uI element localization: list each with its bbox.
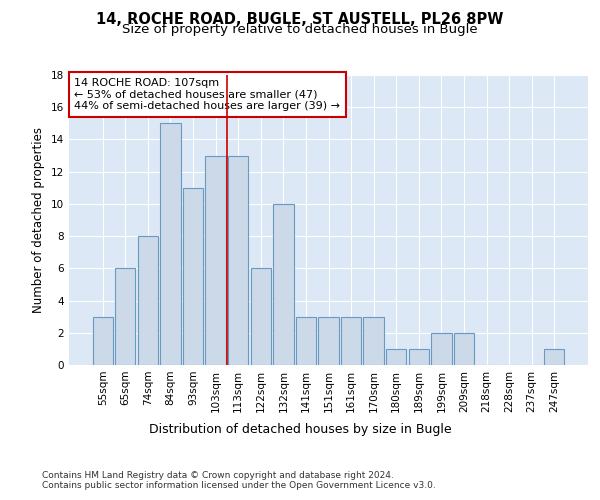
- Bar: [364, 316, 384, 365]
- Y-axis label: Number of detached properties: Number of detached properties: [32, 127, 46, 313]
- Bar: [183, 188, 203, 365]
- Bar: [251, 268, 271, 365]
- Bar: [409, 349, 429, 365]
- Bar: [228, 156, 248, 365]
- Bar: [160, 124, 181, 365]
- Bar: [273, 204, 293, 365]
- Bar: [454, 333, 474, 365]
- Text: Contains HM Land Registry data © Crown copyright and database right 2024.
Contai: Contains HM Land Registry data © Crown c…: [42, 470, 436, 490]
- Text: 14 ROCHE ROAD: 107sqm
← 53% of detached houses are smaller (47)
44% of semi-deta: 14 ROCHE ROAD: 107sqm ← 53% of detached …: [74, 78, 340, 111]
- Bar: [431, 333, 452, 365]
- Text: 14, ROCHE ROAD, BUGLE, ST AUSTELL, PL26 8PW: 14, ROCHE ROAD, BUGLE, ST AUSTELL, PL26 …: [97, 12, 503, 28]
- Bar: [115, 268, 136, 365]
- Bar: [319, 316, 338, 365]
- Bar: [386, 349, 406, 365]
- Bar: [138, 236, 158, 365]
- Text: Distribution of detached houses by size in Bugle: Distribution of detached houses by size …: [149, 422, 451, 436]
- Bar: [296, 316, 316, 365]
- Bar: [341, 316, 361, 365]
- Bar: [205, 156, 226, 365]
- Bar: [92, 316, 113, 365]
- Text: Size of property relative to detached houses in Bugle: Size of property relative to detached ho…: [122, 22, 478, 36]
- Bar: [544, 349, 565, 365]
